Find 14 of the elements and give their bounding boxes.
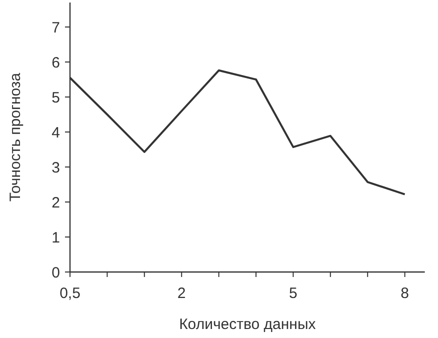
x-tick-label: 0,5 [60, 285, 80, 302]
y-tick-label: 0 [52, 264, 60, 282]
x-tick-label: 2 [177, 285, 186, 302]
x-tick-label: 5 [289, 285, 298, 302]
y-tick-label: 4 [52, 124, 60, 142]
x-tick-label: 8 [400, 285, 409, 302]
y-tick-label: 2 [52, 194, 60, 212]
x-axis-title: Количество данных [179, 316, 316, 333]
y-tick-label: 1 [52, 229, 60, 246]
y-axis-title: Точность прогноза [7, 72, 24, 202]
y-tick-label: 5 [52, 89, 60, 106]
y-tick-label: 3 [52, 159, 60, 176]
y-tick-label: 7 [52, 19, 60, 36]
y-tick-label: 6 [52, 54, 60, 72]
